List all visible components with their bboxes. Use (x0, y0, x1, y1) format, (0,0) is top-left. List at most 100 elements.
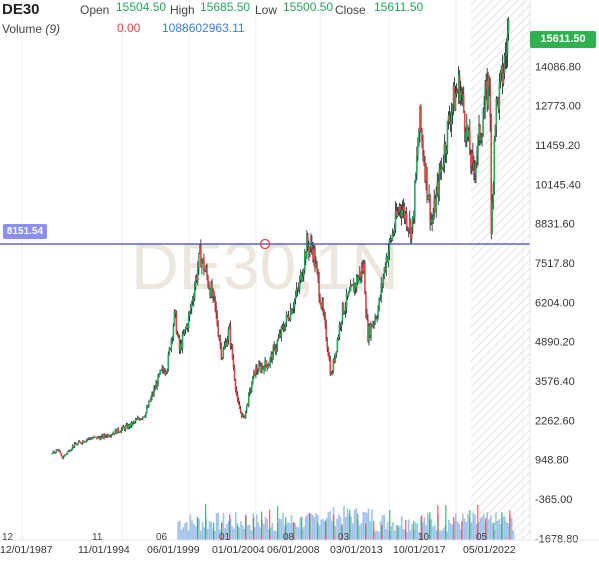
candle-body (234, 379, 237, 390)
candle-body (292, 307, 295, 310)
volume-bar (266, 518, 268, 540)
volume-bar (350, 516, 352, 540)
x-axis-tick-major: 10 (418, 532, 430, 543)
candle-body (105, 436, 107, 438)
candle-body (253, 370, 255, 377)
candle-body (160, 369, 162, 371)
candle-body (199, 246, 201, 254)
candle-body (139, 418, 142, 421)
volume-bar (315, 513, 317, 540)
candle-body (478, 125, 480, 137)
candle-body (283, 329, 286, 331)
volume-bar (254, 527, 256, 540)
candle-body (69, 450, 72, 452)
volume-bar (432, 526, 434, 540)
volume-bar (510, 517, 513, 540)
volume-label-text: Volume (2, 22, 43, 36)
candle-body (423, 155, 425, 164)
candle-body (378, 298, 380, 309)
candle-body (447, 115, 450, 122)
candle-body (319, 297, 321, 304)
candle-body (361, 266, 363, 278)
candle-body (456, 91, 459, 93)
candle-body (349, 285, 352, 292)
volume-bar (385, 529, 387, 540)
candle-body (301, 276, 304, 281)
candle-body (273, 345, 276, 347)
candle-body (278, 333, 281, 338)
volume-bar (498, 518, 501, 540)
volume-bar (395, 524, 398, 540)
volume-bar (322, 518, 324, 540)
candle-body (410, 227, 413, 239)
candle-body (320, 303, 322, 308)
volume-bar (500, 524, 503, 540)
volume-bar (505, 521, 508, 540)
candle-body (153, 388, 155, 395)
volume-bar (187, 530, 190, 540)
candle-body (357, 277, 360, 283)
volume-bar (407, 519, 410, 540)
candle-body (374, 317, 376, 323)
candle-body (213, 291, 215, 297)
volume-bar (495, 512, 497, 540)
candle-body (450, 112, 453, 125)
candle-body (243, 416, 246, 419)
volume-bar (355, 508, 358, 540)
candle-body (448, 115, 451, 122)
candle-body (291, 309, 294, 314)
horizontal-line-tag[interactable]: 8151.54 (3, 224, 47, 239)
volume-param: (9) (45, 22, 61, 36)
x-axis-tick-label: 01/01/2004 (212, 544, 265, 556)
candle-body (229, 325, 232, 346)
candle-body (379, 297, 381, 299)
candle-body (499, 72, 502, 82)
candle-body (325, 323, 327, 341)
volume-bar (367, 508, 370, 540)
volume-bar (378, 531, 380, 540)
candle-body (338, 324, 341, 337)
candle-body (458, 74, 461, 101)
candle-body (246, 404, 249, 406)
candle-body (347, 292, 350, 297)
candle-body (71, 445, 74, 450)
candle-body (66, 451, 69, 454)
line-anchor-handle (259, 238, 271, 250)
candle-body (355, 277, 358, 288)
candle-body (321, 301, 323, 308)
volume-bar (446, 531, 448, 540)
volume-bar (252, 513, 255, 540)
candle-body (427, 195, 429, 200)
candle-body (54, 452, 57, 454)
volume-bar (210, 522, 213, 540)
candle-body (342, 302, 345, 314)
candle-body (116, 428, 119, 434)
candle-body (203, 258, 205, 272)
volume-bar (318, 525, 321, 540)
volume-bar (358, 525, 361, 540)
candle-body (394, 210, 397, 229)
candle-body (380, 284, 383, 298)
candle-body (173, 310, 176, 326)
candle-body (381, 284, 384, 286)
candle-body (217, 325, 220, 336)
y-axis-tick-label: 4890.20 (535, 337, 575, 349)
candle-body (373, 322, 375, 324)
candle-body (388, 239, 391, 252)
volume-bar (435, 530, 438, 540)
candle-body (90, 438, 92, 440)
candle-body (56, 449, 59, 451)
candle-body (254, 370, 256, 376)
y-axis-tick-label: 3576.40 (535, 376, 575, 388)
candle-body (362, 266, 364, 272)
candle-body (255, 367, 257, 376)
candle-body (193, 287, 196, 299)
candle-body (147, 406, 149, 408)
candle-body (279, 333, 282, 337)
candle-body (437, 181, 440, 196)
volume-bar (329, 511, 331, 540)
candle-body (207, 276, 209, 286)
volume-bar (341, 524, 344, 540)
